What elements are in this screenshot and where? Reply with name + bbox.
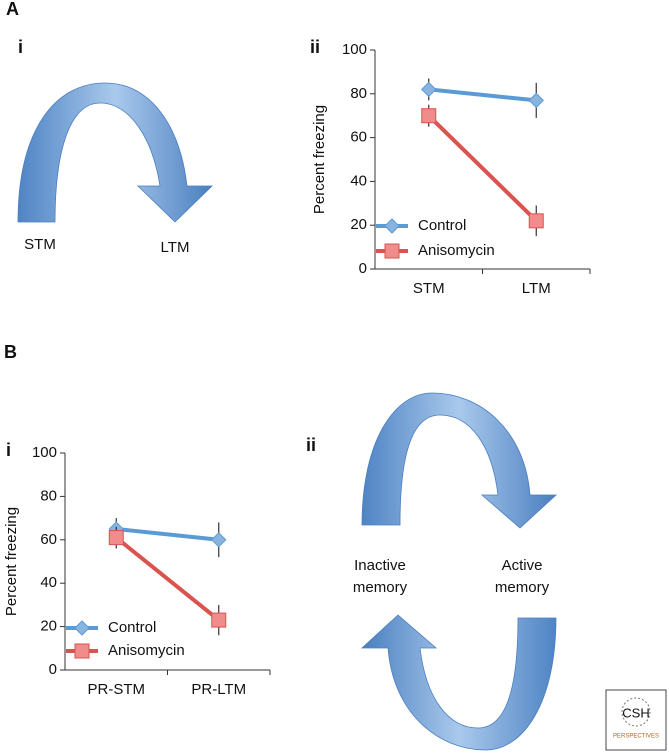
y-axis-label: Percent freezing	[311, 105, 328, 214]
marker	[211, 612, 227, 628]
x-tick-label: LTM	[522, 280, 551, 297]
series-line	[427, 114, 538, 223]
arch-arrow	[17, 82, 213, 223]
panel-label: ii	[310, 37, 320, 57]
diagram-label: LTM	[161, 239, 190, 256]
x-tick-label: PR-STM	[88, 681, 146, 698]
marker	[211, 532, 227, 548]
series-line	[428, 87, 537, 103]
legend-marker	[74, 643, 90, 659]
y-tick-label: 40	[350, 172, 367, 189]
cycle-arrow	[361, 392, 558, 529]
panel-label: B	[4, 342, 17, 362]
x-tick-label: PR-LTM	[191, 681, 246, 698]
y-tick-label: 20	[350, 216, 367, 233]
y-axis-label: Percent freezing	[3, 507, 20, 616]
diagram-label: Active memory	[494, 557, 550, 596]
y-tick-label: 80	[350, 85, 367, 102]
logo-subtitle: PERSPECTIVES	[613, 734, 659, 740]
legend-label: Control	[418, 217, 466, 234]
y-tick-label: 60	[40, 531, 57, 548]
panel-label: i	[6, 440, 11, 460]
series-line	[116, 526, 219, 542]
y-tick-label: 100	[342, 41, 367, 58]
series-line	[114, 536, 221, 622]
y-tick-label: 0	[49, 661, 57, 678]
marker	[421, 108, 437, 124]
legend-marker	[384, 218, 400, 234]
y-tick-label: 40	[40, 574, 57, 591]
legend-label: Anisomycin	[108, 642, 185, 659]
y-tick-label: 20	[40, 618, 57, 635]
y-tick-label: 100	[32, 444, 57, 461]
logo-ring	[621, 697, 651, 727]
marker	[528, 92, 544, 109]
marker	[108, 530, 124, 546]
x-tick-label: STM	[413, 280, 445, 297]
diagram-label: STM	[24, 236, 56, 253]
marker	[528, 213, 544, 229]
legend-label: Anisomycin	[418, 242, 495, 259]
panel-label: i	[18, 37, 23, 57]
diagram-label: Inactive memory	[352, 557, 408, 596]
y-tick-label: 0	[359, 260, 367, 277]
y-tick-label: 80	[40, 487, 57, 504]
cycle-arrow	[360, 614, 557, 751]
y-tick-label: 60	[350, 129, 367, 146]
legend-marker	[384, 243, 400, 259]
legend-label: Control	[108, 619, 156, 636]
logo-box	[605, 689, 667, 751]
logo: CSH	[622, 705, 649, 720]
panel-label: ii	[306, 435, 316, 455]
marker	[421, 81, 437, 98]
panel-label: A	[6, 0, 19, 19]
legend-marker	[74, 620, 90, 636]
